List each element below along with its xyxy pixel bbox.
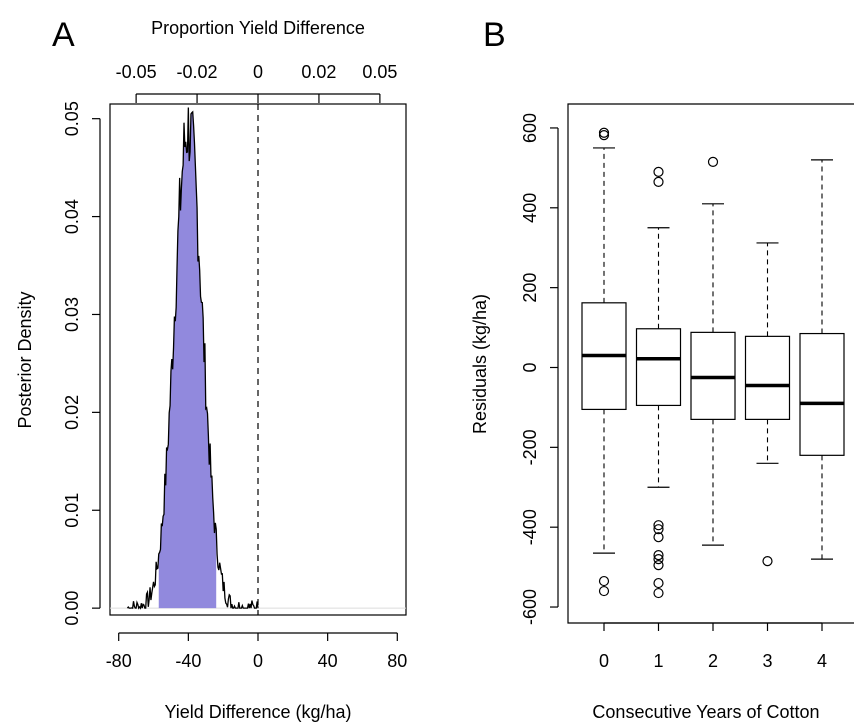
panel-b-y-tick-label: 400 <box>520 193 540 223</box>
panel-a-top-tick-label: 0.02 <box>301 62 336 82</box>
panel-b-x-tick-label: 2 <box>708 651 718 671</box>
panel-a-y-axis-title: Posterior Density <box>15 291 35 428</box>
panel-a-y-tick-label: 0.04 <box>62 199 82 234</box>
box-outlier-point <box>598 575 610 587</box>
box-outlier-point <box>598 127 610 138</box>
panel-a-density-curve <box>126 107 259 610</box>
box-outlier-point <box>653 560 664 571</box>
panel-b-y-axis-title: Residuals (kg/ha) <box>470 294 490 434</box>
panel-a-y-tick-label: 0.01 <box>62 493 82 528</box>
panel-a-x-tick-label: -40 <box>175 651 201 671</box>
panel-a-x-axis-title: Yield Difference (kg/ha) <box>164 702 351 722</box>
panel-b-y-tick-label: -400 <box>520 509 540 545</box>
box-outlier-point <box>653 524 664 535</box>
panel-b-x-tick-label: 4 <box>817 651 827 671</box>
panel-b-axes: 0 1 2 3 4 -600 -400 -200 0 200 400 600 <box>520 113 827 671</box>
panel-b-x-tick-label: 3 <box>762 651 772 671</box>
panel-a-top-tick-label: -0.05 <box>116 62 157 82</box>
box-outlier-point <box>653 577 664 589</box>
box-outlier-point <box>653 176 664 187</box>
panel-a-x-tick-label: 0 <box>253 651 263 671</box>
panel-a-credible-interval-fill <box>158 107 217 609</box>
panel-b: B Consecutive Years of Cotton Residuals … <box>470 16 854 722</box>
panel-a-top-axis-title: Proportion Yield Difference <box>151 18 365 38</box>
panel-a-axes: -80 -40 0 40 80 -0.05 -0.02 0 0.02 0.05 0.00 0.01 0.… <box>62 62 407 671</box>
panel-a-top-tick-label: 0 <box>253 62 263 82</box>
panel-a-density <box>110 104 406 615</box>
box-outlier-point <box>653 166 664 177</box>
box-iqr <box>799 332 845 456</box>
panel-a-x-tick-label: 80 <box>387 651 407 671</box>
box-outlier-point <box>653 550 664 561</box>
panel-a: A Proportion Yield Difference Yield Diff… <box>15 16 407 722</box>
box-outlier-point <box>653 520 664 531</box>
box-outlier-point <box>653 532 664 543</box>
panel-b-x-tick-label: 1 <box>653 651 663 671</box>
panel-b-x-axis-title: Consecutive Years of Cotton <box>592 702 819 722</box>
panel-a-top-tick-label: -0.02 <box>177 62 218 82</box>
panel-a-x-tick-label: 40 <box>318 651 338 671</box>
box-outlier-point <box>707 156 719 167</box>
panel-a-top-tick-label: 0.05 <box>362 62 397 82</box>
panel-b-y-tick-label: -200 <box>520 429 540 465</box>
panel-a-y-tick-label: 0.00 <box>62 591 82 626</box>
panel-b-x-tick-label: 0 <box>599 651 609 671</box>
panel-b-y-tick-label: 600 <box>520 113 540 143</box>
panel-a-y-tick-label: 0.05 <box>62 101 82 136</box>
panel-b-y-tick-label: 200 <box>520 273 540 303</box>
panel-b-y-tick-label: 0 <box>520 362 540 372</box>
panel-a-y-tick-label: 0.02 <box>62 395 82 430</box>
box-outlier-point <box>598 585 610 597</box>
box-iqr <box>744 335 791 420</box>
panel-b-y-tick-label: -600 <box>520 589 540 625</box>
panel-b-boxes <box>581 127 845 599</box>
panel-b-letter: B <box>483 16 506 54</box>
panel-a-letter: A <box>52 16 75 54</box>
panel-a-y-tick-label: 0.03 <box>62 297 82 332</box>
panel-a-x-tick-label: -80 <box>106 651 132 671</box>
box-iqr <box>635 328 682 407</box>
box-outlier-point <box>762 556 773 567</box>
box-outlier-point <box>653 554 664 565</box>
box-outlier-point <box>653 587 664 599</box>
